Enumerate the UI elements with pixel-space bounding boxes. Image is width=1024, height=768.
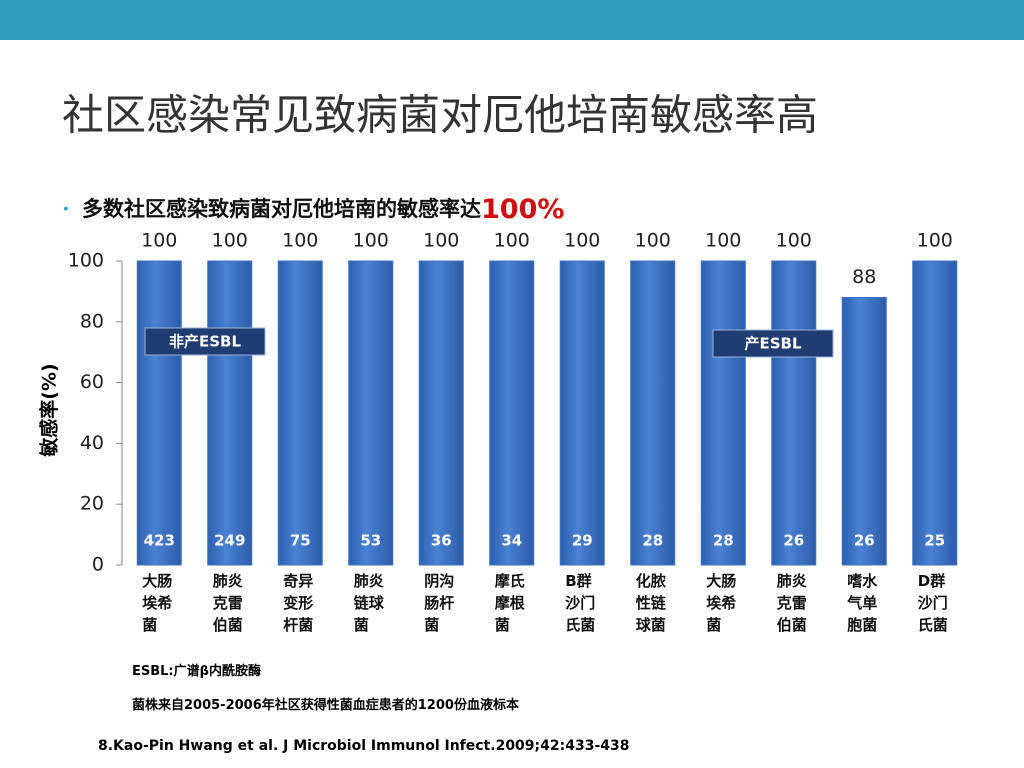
x-tick-label: 摩氏摩根菌 <box>494 572 525 634</box>
x-tick-label: D群沙门氏菌 <box>917 572 948 634</box>
y-tick-label: 80 <box>80 310 104 332</box>
count-label: 28 <box>713 532 734 550</box>
count-label: 75 <box>290 532 311 550</box>
x-tick-label: 大肠埃希菌 <box>142 572 173 634</box>
value-label: 100 <box>141 230 177 252</box>
y-tick-label: 40 <box>80 432 104 454</box>
bar <box>841 296 887 566</box>
note: ESBL:广谱β内酰胺酶 <box>132 664 261 679</box>
bar <box>277 260 323 566</box>
count-label: 26 <box>854 532 875 550</box>
value-label: 100 <box>353 230 389 252</box>
value-label: 100 <box>212 230 248 252</box>
value-label: 88 <box>852 266 876 288</box>
value-label: 100 <box>917 230 953 252</box>
bar <box>771 260 817 566</box>
value-label: 100 <box>776 230 812 252</box>
count-label: 423 <box>144 532 175 550</box>
count-label: 29 <box>572 532 593 550</box>
count-label: 53 <box>360 532 381 550</box>
bar <box>912 260 958 566</box>
x-tick-label: 肺炎链球菌 <box>353 572 384 634</box>
bar <box>630 260 676 566</box>
y-tick-label: 60 <box>80 371 104 393</box>
y-tick-label: 0 <box>92 554 104 576</box>
bar <box>207 260 253 566</box>
x-tick-label: 肺炎克雷伯菌 <box>212 572 243 634</box>
count-label: 34 <box>501 532 522 550</box>
bar <box>700 260 746 566</box>
value-label: 100 <box>494 230 530 252</box>
x-tick-label: 大肠埃希菌 <box>706 572 737 634</box>
count-label: 36 <box>431 532 452 550</box>
annotation: 非产ESBL <box>169 333 241 351</box>
value-label: 100 <box>705 230 741 252</box>
note: 菌株来自2005-2006年社区获得性菌血症患者的1200份血液标本 <box>132 698 519 713</box>
annotation-box <box>144 327 266 356</box>
bar <box>418 260 464 566</box>
x-tick-label: 奇异变形杆菌 <box>283 572 314 634</box>
bullet-main: 多数社区感染致病菌对厄他培南的敏感率达 <box>82 197 481 221</box>
bar <box>348 260 394 566</box>
value-label: 100 <box>635 230 671 252</box>
y-tick-label: 20 <box>80 493 104 515</box>
count-label: 249 <box>214 532 245 550</box>
value-label: 100 <box>564 230 600 252</box>
bar <box>489 260 535 566</box>
y-tick-label: 100 <box>68 250 104 272</box>
top-banner <box>0 0 1024 40</box>
reference: 8.Kao-Pin Hwang et al. J Microbiol Immun… <box>98 738 630 754</box>
bullet-highlight: 100% <box>481 194 564 225</box>
x-tick-label: 化脓性链球菌 <box>635 572 666 634</box>
x-tick-label: 嗜水气单胞菌 <box>847 572 878 634</box>
slide-title: 社区感染常见致病菌对厄他培南敏感率高 <box>62 91 818 140</box>
bar <box>559 260 605 566</box>
annotation-box <box>712 329 834 358</box>
count-label: 28 <box>642 532 663 550</box>
count-label: 26 <box>783 532 804 550</box>
value-label: 100 <box>423 230 459 252</box>
annotation: 产ESBL <box>744 335 801 353</box>
x-tick-label: 阴沟肠杆菌 <box>424 572 455 634</box>
x-tick-label: 肺炎克雷伯菌 <box>776 572 807 634</box>
x-tick-label: B群沙门氏菌 <box>565 572 596 634</box>
bullet-dot: • <box>62 203 70 218</box>
value-label: 100 <box>282 230 318 252</box>
bullet-text: 多数社区感染致病菌对厄他培南的敏感率达100% <box>82 194 564 225</box>
y-axis-label: 敏感率(%) <box>38 363 61 457</box>
count-label: 25 <box>924 532 945 550</box>
bar <box>136 260 182 566</box>
